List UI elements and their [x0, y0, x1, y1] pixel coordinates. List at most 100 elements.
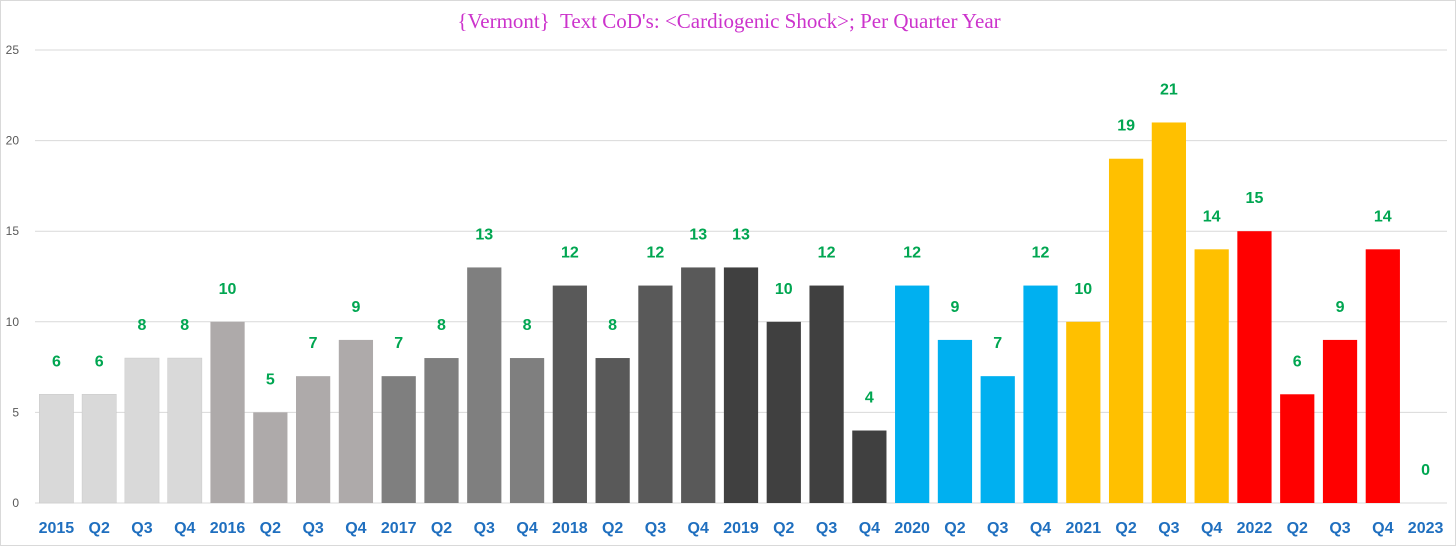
data-label: 0: [1421, 462, 1430, 479]
x-tick-label: 2020: [894, 520, 930, 537]
bar: [852, 430, 887, 503]
data-label: 14: [1203, 208, 1221, 225]
x-tick-label: Q2: [602, 520, 623, 537]
x-tick-label: Q4: [1372, 520, 1393, 537]
bar: [980, 376, 1015, 503]
x-tick-label: Q2: [1287, 520, 1308, 537]
bar: [1280, 394, 1315, 503]
data-label: 6: [52, 353, 61, 370]
bar: [1108, 158, 1144, 503]
x-tick-label: Q3: [1329, 520, 1350, 537]
x-tick-label: 2021: [1066, 520, 1102, 537]
bar: [895, 285, 930, 503]
data-label: 12: [818, 245, 836, 262]
data-label: 13: [689, 226, 707, 243]
data-label: 9: [1336, 299, 1345, 316]
data-label: 8: [180, 317, 189, 334]
bar: [1151, 122, 1186, 503]
data-label: 5: [266, 371, 275, 388]
data-label: 12: [561, 245, 579, 262]
x-tick-label: Q4: [516, 520, 537, 537]
x-tick-label: Q2: [1115, 520, 1136, 537]
y-tick-label: 15: [6, 224, 20, 238]
bar: [681, 267, 716, 503]
data-label: 6: [95, 353, 104, 370]
bar: [1194, 249, 1229, 503]
x-tick-label: 2022: [1237, 520, 1273, 537]
data-label: 4: [865, 390, 874, 407]
x-tick-label: Q2: [260, 520, 281, 537]
data-label: 12: [903, 245, 921, 262]
data-label: 6: [1293, 353, 1302, 370]
data-label: 13: [732, 226, 750, 243]
x-tick-label: Q3: [302, 520, 323, 537]
bar: [809, 285, 844, 503]
bar: [424, 358, 459, 503]
bar: [124, 357, 160, 504]
x-tick-label: Q4: [345, 520, 366, 537]
bar: [39, 394, 74, 504]
bar: [210, 321, 245, 503]
bar: [552, 285, 587, 503]
bar: [1066, 321, 1101, 503]
data-label: 7: [394, 335, 403, 352]
data-label: 19: [1117, 118, 1135, 135]
data-label: 8: [437, 317, 446, 334]
y-tick-label: 5: [12, 405, 19, 419]
bar: [1237, 231, 1272, 503]
data-label: 9: [950, 299, 959, 316]
x-tick-label: Q3: [474, 520, 495, 537]
data-label: 10: [219, 281, 237, 298]
bar: [766, 321, 801, 503]
x-tick-label: 2018: [552, 520, 588, 537]
bar: [509, 358, 545, 503]
bar: [296, 376, 331, 503]
data-label: 12: [647, 245, 665, 262]
bar: [638, 285, 673, 503]
bar: [723, 267, 759, 503]
x-tick-label: 2017: [381, 520, 417, 537]
x-tick-label: Q2: [431, 520, 452, 537]
x-tick-label: 2019: [723, 520, 759, 537]
data-label: 8: [138, 317, 147, 334]
y-tick-label: 25: [6, 43, 20, 57]
x-tick-label: Q4: [1030, 520, 1051, 537]
x-tick-label: Q2: [89, 520, 110, 537]
chart-title: {Vermont} Text CoD's: <Cardiogenic Shock…: [457, 9, 1001, 33]
y-tick-label: 20: [6, 134, 20, 148]
x-tick-label: 2016: [210, 520, 246, 537]
x-tick-label: Q3: [816, 520, 837, 537]
data-label: 15: [1246, 190, 1264, 207]
data-label: 14: [1374, 208, 1392, 225]
x-tick-label: Q4: [688, 520, 709, 537]
data-label: 13: [475, 226, 493, 243]
x-tick-label: 2023: [1408, 520, 1444, 537]
x-tick-label: Q2: [944, 520, 965, 537]
x-tick-label: Q4: [859, 520, 880, 537]
data-label: 8: [608, 317, 617, 334]
data-label: 8: [523, 317, 532, 334]
bar: [338, 339, 374, 503]
data-label: 10: [1074, 281, 1092, 298]
bar: [467, 267, 502, 503]
data-label: 10: [775, 281, 793, 298]
data-label: 21: [1160, 81, 1178, 98]
x-tick-label: Q3: [131, 520, 152, 537]
bar: [81, 394, 117, 504]
x-tick-label: Q3: [1158, 520, 1179, 537]
data-label: 7: [993, 335, 1002, 352]
x-tick-label: 2015: [39, 520, 75, 537]
bar: [1023, 285, 1058, 503]
y-tick-label: 10: [6, 315, 20, 329]
data-label: 7: [309, 335, 318, 352]
x-tick-label: Q3: [645, 520, 666, 537]
bar: [1365, 249, 1400, 503]
bar: [253, 412, 288, 503]
data-label: 12: [1032, 245, 1050, 262]
x-tick-label: Q4: [1201, 520, 1222, 537]
bar: [167, 357, 203, 504]
bar: [595, 358, 630, 503]
bar: [937, 339, 973, 503]
